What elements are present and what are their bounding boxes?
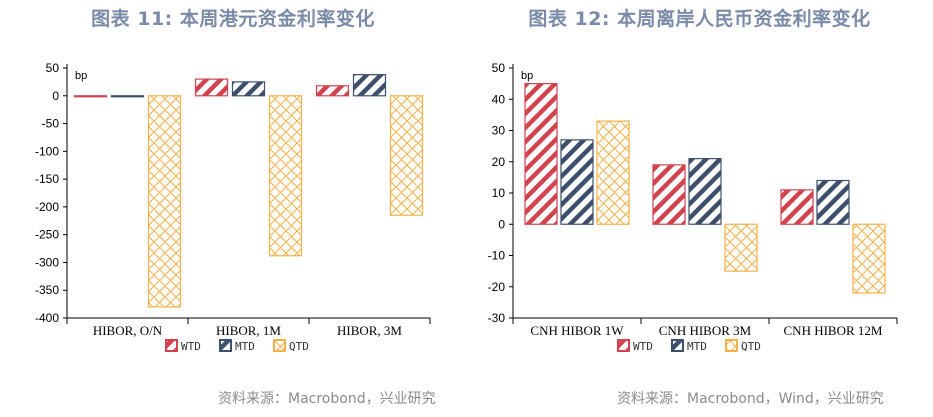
y-tick-label: 10 bbox=[492, 186, 506, 200]
legend-swatch-wtd bbox=[165, 339, 178, 352]
y-tick-label: -50 bbox=[42, 117, 60, 131]
bar-wtd bbox=[780, 189, 814, 225]
source-note: 资料来源：Macrobond，兴业研究 bbox=[218, 391, 436, 407]
y-tick-label: -20 bbox=[488, 280, 506, 294]
category-label: HIBOR, 1M bbox=[216, 323, 281, 338]
source-note: 资料来源：Macrobond，Wind，兴业研究 bbox=[617, 391, 884, 407]
bar-wtd bbox=[73, 95, 108, 98]
bar-mtd bbox=[560, 139, 594, 225]
bar-wtd bbox=[315, 85, 350, 97]
chart-panel-left: 图表 11: 本周港元资金利率变化 50 0 -50 -100 -150 -200 -250… bbox=[0, 0, 466, 417]
bar-qtd bbox=[724, 223, 758, 272]
legend-swatch-mtd bbox=[219, 339, 232, 352]
bar-mtd bbox=[688, 158, 722, 225]
chart-panel-right: 图表 12: 本周离岸人民币资金利率变化 50 40 30 20 10 0 -10 -20 -3… bbox=[466, 0, 933, 417]
legend-swatch-qtd bbox=[273, 339, 286, 352]
y-tick-label: -200 bbox=[35, 200, 59, 214]
y-tick-label: -30 bbox=[488, 311, 506, 325]
category-label: CNH HIBOR 3M bbox=[659, 323, 752, 338]
y-tick-label: 0 bbox=[52, 89, 59, 103]
bar-mtd bbox=[816, 179, 850, 225]
y-tick-label: 50 bbox=[492, 61, 506, 75]
y-tick-label: 40 bbox=[492, 92, 506, 106]
bar-wtd bbox=[652, 164, 686, 225]
legend-label-qtd: QTD bbox=[289, 340, 309, 353]
bar-mtd bbox=[231, 81, 266, 97]
bar-qtd bbox=[147, 95, 182, 308]
bar-mtd bbox=[110, 95, 145, 98]
category-label: HIBOR, O/N bbox=[93, 323, 163, 338]
legend-swatch-qtd bbox=[725, 339, 738, 352]
chart-right-svg: 50 40 30 20 10 0 -10 -20 -30 bp CNH HIBOR 1W CNH HI… bbox=[488, 61, 898, 353]
legend-swatch-mtd bbox=[671, 339, 684, 352]
chart-left-svg: 50 0 -50 -100 -150 -200 -250 -300 -350 -400 bp HIBO… bbox=[35, 61, 431, 353]
legend-label-wtd: WTD bbox=[633, 340, 653, 353]
y-tick-label: 0 bbox=[498, 217, 505, 231]
y-tick-label: 20 bbox=[492, 155, 506, 169]
y-tick-label: 30 bbox=[492, 124, 506, 138]
y-tick-label: -350 bbox=[35, 283, 59, 297]
bar-mtd bbox=[352, 74, 387, 97]
bar-wtd bbox=[524, 83, 558, 225]
chart-title: 图表 11: 本周港元资金利率变化 bbox=[91, 8, 375, 30]
legend-swatch-wtd bbox=[617, 339, 630, 352]
bar-wtd bbox=[194, 78, 229, 97]
legend-label-mtd: MTD bbox=[687, 340, 707, 353]
legend-label-qtd: QTD bbox=[741, 340, 761, 353]
y-tick-label: -150 bbox=[35, 172, 59, 186]
y-tick-label: -250 bbox=[35, 228, 59, 242]
y-tick-label: -400 bbox=[35, 311, 59, 325]
unit-label: bp bbox=[521, 70, 533, 82]
category-label: HIBOR, 3M bbox=[337, 323, 402, 338]
bar-qtd bbox=[389, 95, 424, 216]
category-label: CNH HIBOR 1W bbox=[530, 323, 624, 338]
y-tick-label: -10 bbox=[488, 249, 506, 263]
y-tick-label: -100 bbox=[35, 144, 59, 158]
legend-label-mtd: MTD bbox=[235, 340, 255, 353]
chart-title: 图表 12: 本周离岸人民币资金利率变化 bbox=[528, 8, 871, 30]
legend-label-wtd: WTD bbox=[181, 340, 201, 353]
category-label: CNH HIBOR 12M bbox=[784, 323, 883, 338]
bar-qtd bbox=[596, 120, 630, 225]
y-tick-label: 50 bbox=[46, 61, 60, 75]
y-tick-label: -300 bbox=[35, 255, 59, 269]
bar-qtd bbox=[852, 223, 886, 294]
unit-label: bp bbox=[75, 70, 87, 82]
bar-qtd bbox=[268, 95, 303, 257]
